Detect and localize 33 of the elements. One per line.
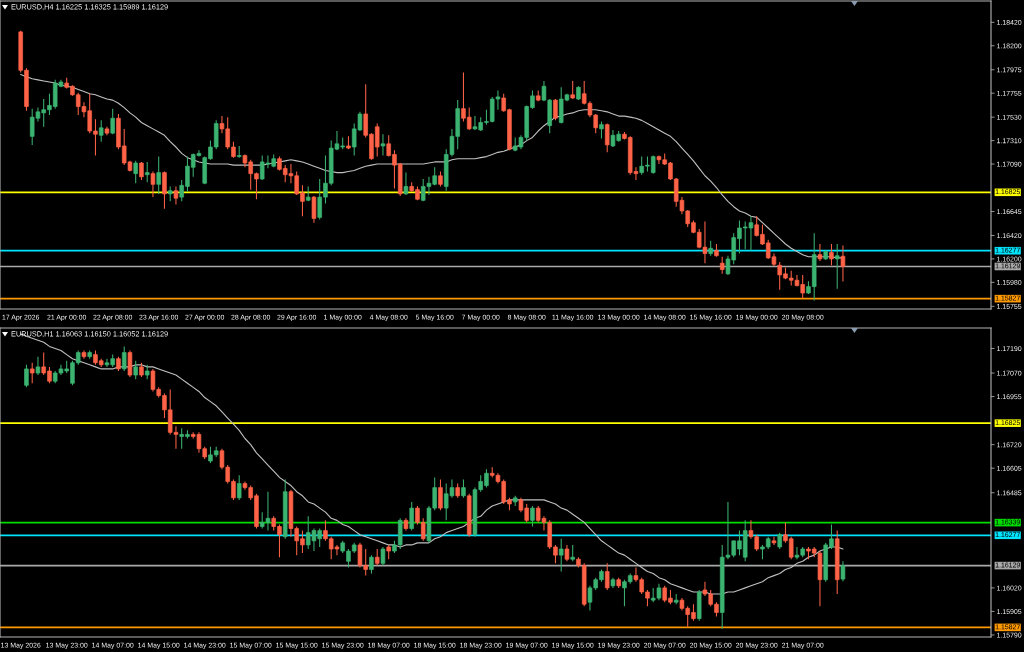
candlestick	[403, 172, 409, 196]
candlestick	[438, 478, 443, 511]
candlestick	[311, 195, 317, 224]
candlestick	[156, 156, 161, 195]
candlestick	[121, 345, 127, 372]
candlestick	[558, 538, 564, 573]
candlestick	[829, 243, 834, 266]
candlestick	[409, 501, 414, 532]
candlestick	[173, 185, 179, 206]
candlestick	[461, 478, 466, 499]
candlestick	[380, 133, 386, 157]
candlestick	[35, 356, 41, 376]
candlestick	[29, 362, 35, 384]
candlestick	[110, 108, 115, 135]
candlestick	[840, 560, 846, 582]
candlestick	[817, 243, 823, 262]
candlestick	[369, 554, 374, 575]
candlestick	[144, 161, 150, 183]
candlestick	[236, 474, 242, 501]
candlestick	[162, 171, 167, 210]
candlestick	[133, 360, 138, 380]
candlestick	[553, 98, 558, 121]
candlestick	[604, 562, 610, 591]
candlestick	[604, 123, 610, 153]
candlestick	[98, 119, 104, 143]
candlestick	[840, 245, 846, 282]
candlestick	[133, 160, 138, 184]
candlestick	[380, 546, 386, 566]
candlestick	[127, 349, 133, 378]
candlestick	[24, 364, 29, 388]
candlestick	[530, 505, 535, 528]
candlestick	[834, 243, 840, 290]
candlestick	[150, 171, 156, 198]
